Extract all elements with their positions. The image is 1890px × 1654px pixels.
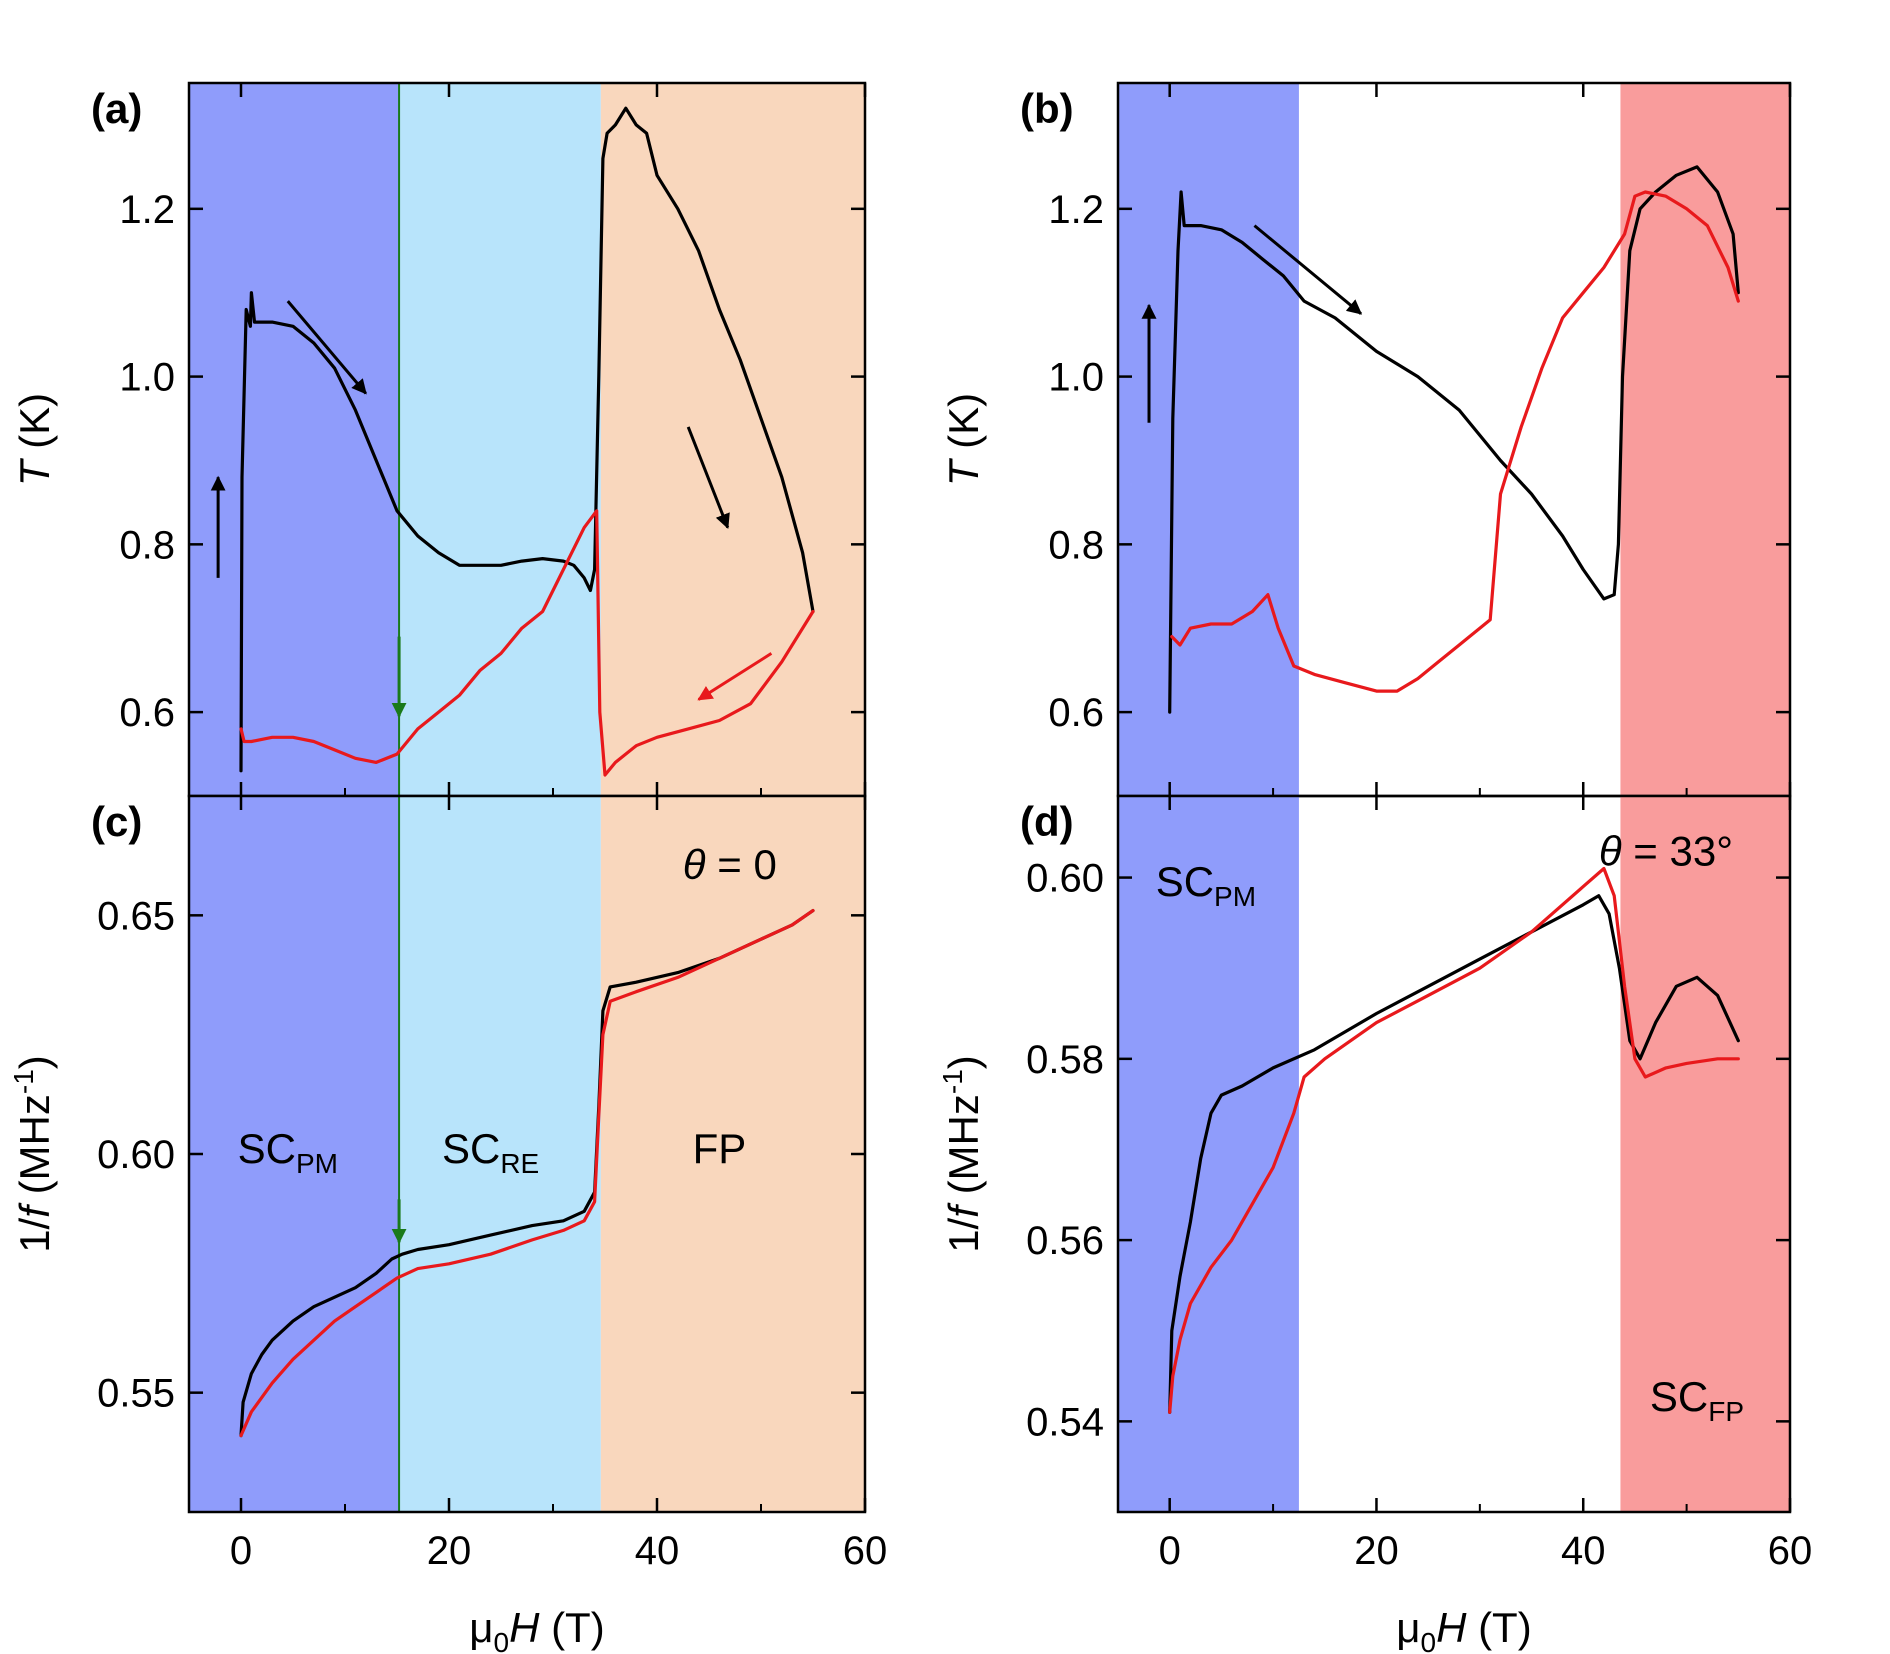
region-a-1 <box>399 83 601 796</box>
annotation-d-2: SCFP <box>1650 1373 1744 1427</box>
xtick-label-c-2: 40 <box>635 1529 680 1573</box>
annotation-d-1: SCPM <box>1156 858 1256 912</box>
region-d-1 <box>1620 796 1790 1512</box>
series-group-b <box>1168 165 1740 714</box>
ytick-label-d-0: 0.54 <box>1026 1400 1104 1444</box>
panel-label-b: (b) <box>1020 85 1074 132</box>
xtick-label-c-0: 0 <box>230 1529 252 1573</box>
panel-label-d: (d) <box>1020 798 1074 845</box>
xtick-label-c-3: 60 <box>843 1529 888 1573</box>
annotation-c-2: SCRE <box>442 1125 539 1179</box>
ytick-label-c-1: 0.60 <box>97 1133 175 1177</box>
region-c-1 <box>399 796 601 1512</box>
series-c-down-sweep <box>239 909 815 1438</box>
ytick-label-d-2: 0.58 <box>1026 1038 1104 1082</box>
xtick-label-d-0: 0 <box>1159 1529 1181 1573</box>
panel-b: 0.6 0.8 1.0 1.2 (b) T (K) <box>940 81 1792 798</box>
region-a-2 <box>600 83 865 796</box>
series-group-d <box>1168 866 1740 1414</box>
annotation-c-3: FP <box>693 1125 747 1172</box>
series-b-up-sweep <box>1168 165 1740 714</box>
ylabel-b: T (K) <box>940 393 987 486</box>
region-c-2 <box>600 796 865 1512</box>
annotation-c-0: θ = 0 <box>683 841 777 888</box>
ytick-label-b-3: 1.2 <box>1048 188 1104 232</box>
xtick-label-d-1: 20 <box>1354 1529 1399 1573</box>
ytick-label-d-1: 0.56 <box>1026 1219 1104 1263</box>
ytick-label-b-0: 0.6 <box>1048 691 1104 735</box>
panel-a: 0.6 0.8 1.0 1.2 (a) T (K) <box>11 81 867 798</box>
series-d-up-sweep <box>1168 894 1740 1414</box>
region-a-0 <box>189 83 400 796</box>
panel-d: 0.54 0.56 0.58 0.60 0 20 40 60 (d) 1/f (MHz-1) μ0H… <box>937 794 1813 1654</box>
arrow-a-3 <box>697 652 773 701</box>
ytick-label-d-3: 0.60 <box>1026 857 1104 901</box>
ytick-label-b-1: 0.8 <box>1048 523 1104 567</box>
series-group-c <box>239 909 815 1438</box>
annotation-c-1: SCPM <box>238 1125 338 1179</box>
ylabel-d: 1/f (MHz-1) <box>937 1055 987 1253</box>
ytick-label-a-2: 1.0 <box>119 356 175 400</box>
panel-label-c: (c) <box>91 798 142 845</box>
region-d-0 <box>1118 796 1299 1512</box>
region-b-1 <box>1620 83 1790 796</box>
panel-label-a: (a) <box>91 85 142 132</box>
series-a-down-sweep <box>239 509 815 777</box>
region-b-0 <box>1118 83 1299 796</box>
series-d-down-sweep <box>1168 866 1740 1414</box>
ytick-label-a-1: 0.8 <box>119 523 175 567</box>
ylabel-c: 1/f (MHz-1) <box>8 1055 58 1253</box>
xlabel-c: μ0H (T) <box>469 1604 604 1654</box>
ytick-label-a-3: 1.2 <box>119 188 175 232</box>
ylabel-a: T (K) <box>11 393 58 486</box>
region-c-0 <box>189 796 400 1512</box>
arrow-a-1 <box>286 300 367 395</box>
series-group-a <box>239 106 815 777</box>
series-c-up-sweep <box>239 909 815 1438</box>
annotation-d-0: θ = 33° <box>1599 827 1733 874</box>
arrow-a-2 <box>686 426 730 529</box>
panel-c: 0.55 0.60 0.65 0 20 40 60 (c) 1/f (MHz-1) μ0H (T)… <box>8 794 888 1654</box>
frame-d <box>1116 794 1792 1514</box>
series-a-up-sweep <box>239 106 815 773</box>
ytick-label-b-2: 1.0 <box>1048 356 1104 400</box>
ytick-label-a-0: 0.6 <box>119 691 175 735</box>
xtick-label-c-1: 20 <box>427 1529 472 1573</box>
xtick-label-d-3: 60 <box>1768 1529 1813 1573</box>
xtick-label-d-2: 40 <box>1561 1529 1606 1573</box>
ytick-label-c-0: 0.55 <box>97 1372 175 1416</box>
ytick-label-c-2: 0.65 <box>97 894 175 938</box>
series-b-down-sweep <box>1170 190 1740 693</box>
xlabel-d: μ0H (T) <box>1396 1604 1531 1654</box>
arrow-b-1 <box>1253 224 1363 315</box>
